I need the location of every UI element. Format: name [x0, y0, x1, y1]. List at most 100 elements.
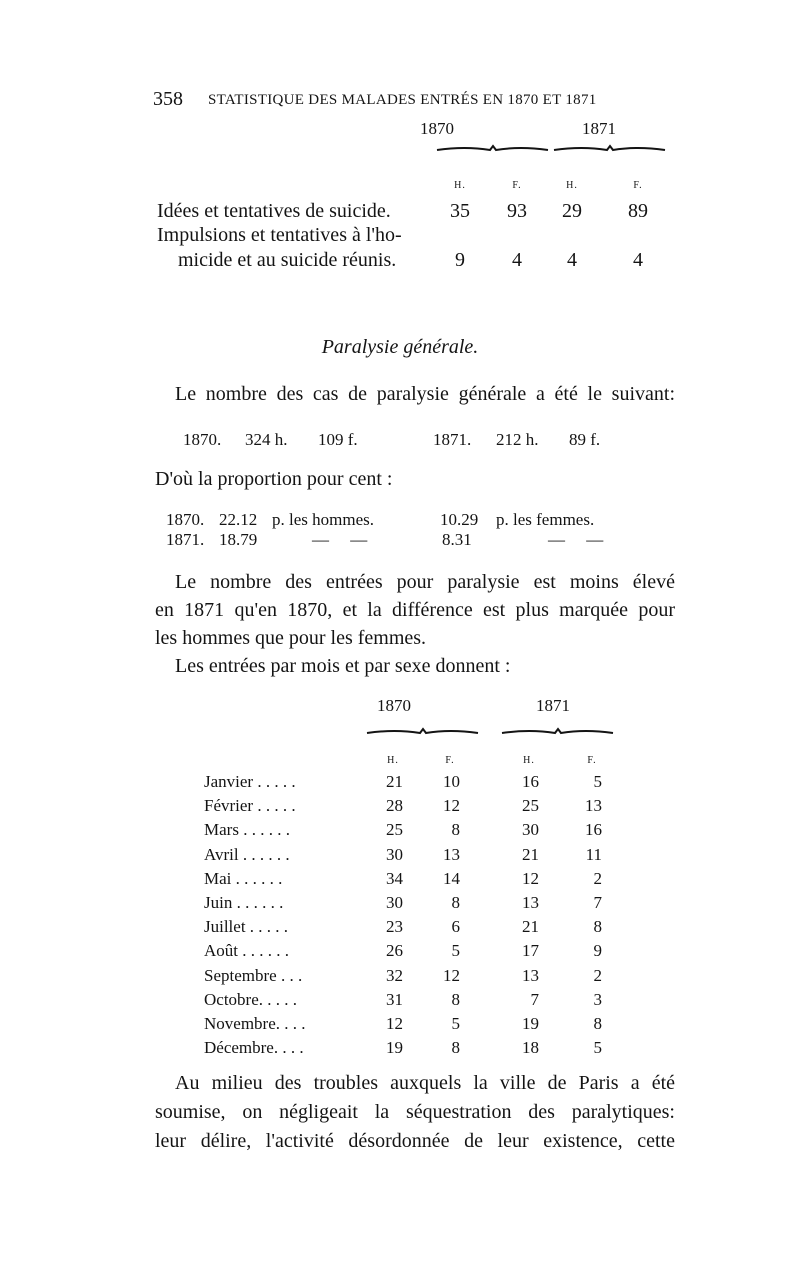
- cell: 3: [593, 989, 603, 1009]
- cell: 8: [593, 1014, 603, 1033]
- count-year: 1870.: [183, 430, 222, 449]
- cell: 8: [451, 893, 461, 912]
- cell: 13: [443, 844, 460, 864]
- prop-women: 8.31: [442, 530, 472, 549]
- year-header-1870: 1870: [377, 696, 411, 715]
- paragraph-line: Le nombre des entrées pour paralysie est…: [175, 571, 675, 593]
- cell: 28: [386, 796, 403, 816]
- cell: 14: [443, 868, 460, 888]
- month-label: Janvier . . . . .: [204, 772, 296, 791]
- col-h-1871: H.: [566, 180, 578, 191]
- cell: 25: [522, 796, 539, 816]
- row-label-cont: micide et au suicide réunis.: [178, 249, 397, 271]
- month-label: Septembre . . .: [204, 965, 303, 985]
- month-label: Décembre. . . .: [204, 1038, 304, 1058]
- col-f-1871: F.: [633, 180, 643, 191]
- month-label: Mars . . . . . .: [204, 820, 290, 840]
- month-label: Novembre. . . .: [204, 1014, 306, 1033]
- cell: 19: [386, 1038, 403, 1058]
- cell: 30: [386, 844, 403, 864]
- cell: 6: [451, 917, 461, 937]
- count-men: 324 h.: [245, 430, 288, 449]
- count-women: 109 f.: [318, 430, 358, 449]
- prop-women-label: p. les femmes.: [496, 510, 595, 529]
- cell: 7: [593, 893, 603, 912]
- cell: 26: [386, 941, 403, 961]
- prop-men: 18.79: [219, 530, 258, 549]
- cell: 12: [443, 796, 460, 816]
- cell: 18: [522, 1038, 539, 1058]
- paragraph-line: en 1871 qu'en 1870, et la différence est…: [155, 599, 675, 621]
- cell: 5: [593, 772, 603, 791]
- brace-1871: [500, 727, 615, 737]
- cell: 93: [507, 200, 527, 222]
- cell: 5: [593, 1038, 603, 1058]
- cell: 2: [593, 868, 603, 888]
- cell: 13: [522, 893, 539, 912]
- year-header-1871: 1871: [582, 119, 616, 138]
- cell: 19: [522, 1014, 539, 1033]
- cell: 30: [386, 893, 403, 912]
- cell: 8: [593, 917, 603, 937]
- prop-men-label: p. les hommes.: [272, 510, 374, 529]
- prop-men-label: — —: [312, 530, 368, 549]
- section-title: Paralysie générale.: [321, 336, 479, 358]
- month-label: Octobre. . . . .: [204, 989, 298, 1009]
- paragraph-line: leur délire, l'activité désordonnée de l…: [155, 1130, 675, 1152]
- cell: 89: [628, 200, 648, 222]
- paragraph-line: Au milieu des troubles auxquels la ville…: [175, 1072, 675, 1094]
- cell: 8: [451, 989, 461, 1009]
- paragraph: Les entrées par mois et par sexe donnent…: [175, 655, 511, 677]
- paragraph-line: soumise, on négligeait la séquestration …: [155, 1101, 675, 1123]
- cell: 13: [522, 965, 539, 985]
- col-h-1871: H.: [523, 755, 535, 766]
- count-men: 212 h.: [496, 430, 539, 449]
- cell: 5: [451, 1014, 461, 1033]
- col-f-1871: F.: [587, 755, 597, 766]
- brace-1871: [552, 144, 667, 154]
- col-f-1870: F.: [512, 180, 522, 191]
- cell: 29: [562, 200, 582, 222]
- paragraph-line: les hommes que pour les femmes.: [155, 627, 427, 649]
- cell: 5: [451, 941, 461, 961]
- row-label: Impulsions et tentatives à l'ho-: [157, 224, 402, 246]
- cell: 4: [512, 249, 522, 271]
- paragraph: D'où la proportion pour cent :: [155, 468, 393, 490]
- cell: 34: [386, 868, 403, 888]
- cell: 9: [455, 249, 465, 271]
- cell: 16: [585, 820, 602, 840]
- cell: 21: [522, 917, 539, 937]
- cell: 13: [585, 796, 602, 816]
- cell: 2: [593, 965, 603, 985]
- cell: 8: [451, 820, 461, 840]
- col-f-1870: F.: [445, 755, 455, 766]
- prop-year: 1870.: [166, 510, 205, 529]
- cell: 10: [443, 772, 460, 791]
- paragraph: Le nombre des cas de paralysie générale …: [175, 383, 675, 405]
- count-year: 1871.: [433, 430, 472, 449]
- cell: 7: [530, 989, 540, 1009]
- cell: 9: [593, 941, 603, 961]
- cell: 4: [567, 249, 577, 271]
- cell: 8: [451, 1038, 461, 1058]
- cell: 4: [633, 249, 643, 271]
- cell: 35: [450, 200, 470, 222]
- row-label: Idées et tentatives de suicide.: [157, 200, 391, 222]
- prop-year: 1871.: [166, 530, 205, 549]
- month-label: Juillet . . . . .: [204, 917, 289, 937]
- cell: 12: [443, 965, 460, 985]
- cell: 21: [522, 844, 539, 864]
- cell: 12: [386, 1014, 403, 1033]
- month-label: Juin . . . . . .: [204, 893, 284, 912]
- cell: 17: [522, 941, 539, 961]
- month-label: Avril . . . . . .: [204, 844, 290, 864]
- cell: 16: [522, 772, 539, 791]
- col-h-1870: H.: [387, 755, 399, 766]
- brace-1870: [365, 727, 480, 737]
- page-number: 358: [153, 88, 183, 110]
- running-title: STATISTIQUE DES MALADES ENTRÉS EN 1870 E…: [208, 92, 597, 108]
- year-header-1871: 1871: [536, 696, 570, 715]
- cell: 31: [386, 989, 403, 1009]
- month-label: Mai . . . . . .: [204, 868, 283, 888]
- year-header-1870: 1870: [420, 119, 454, 138]
